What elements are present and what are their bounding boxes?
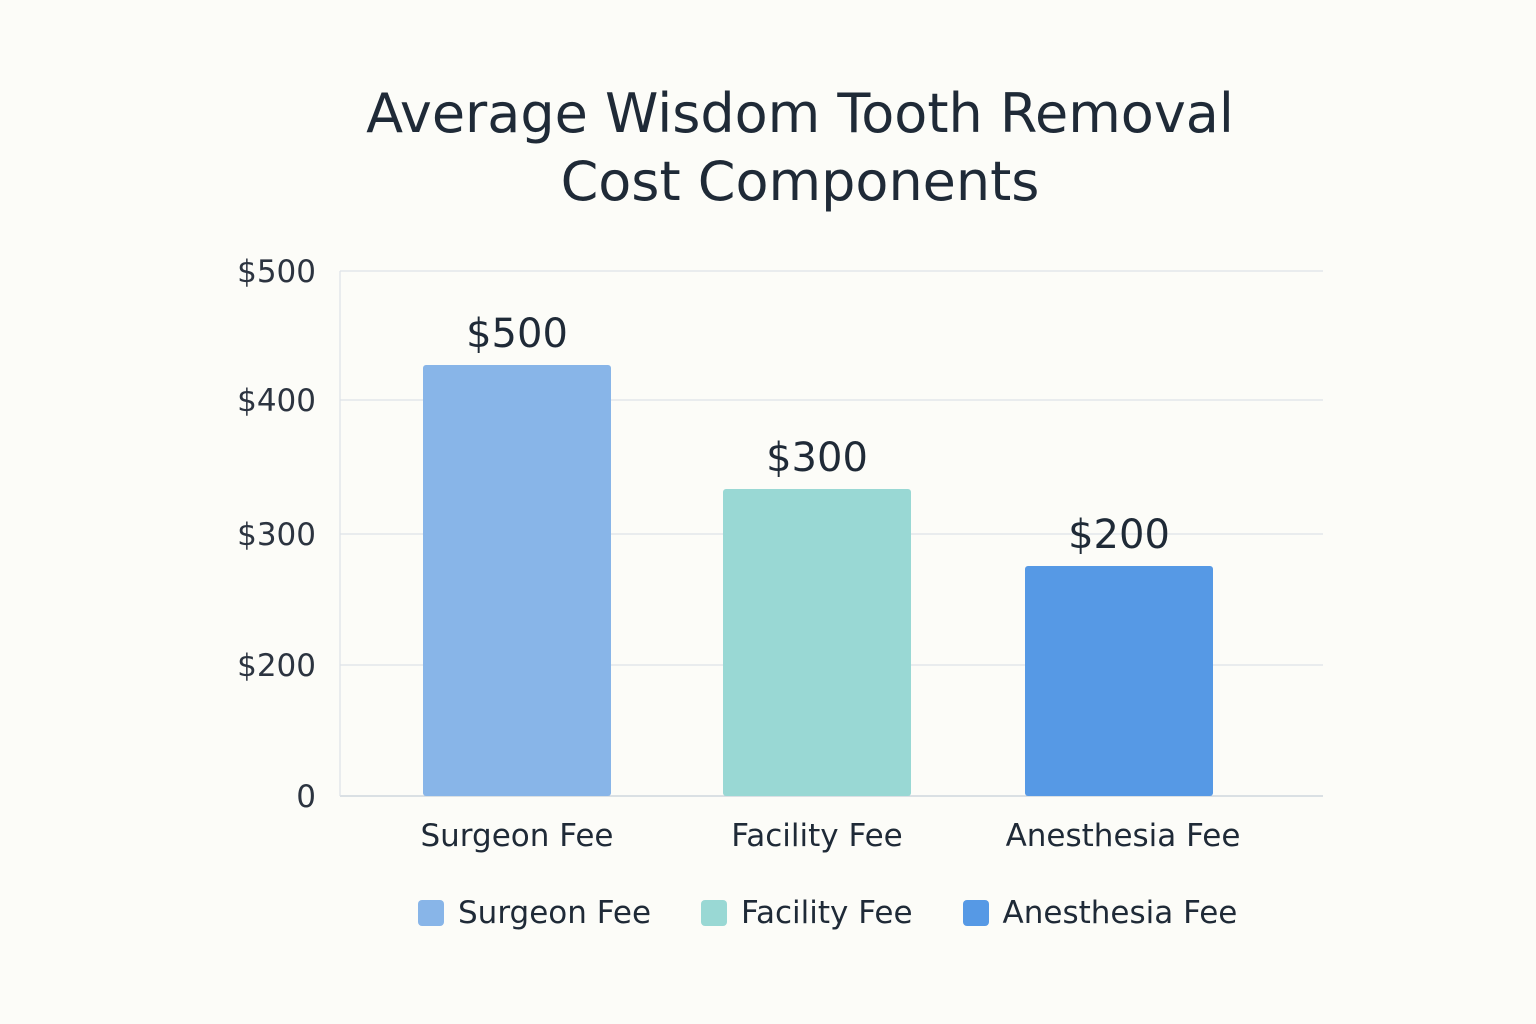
- legend-swatch-anesthesia-fee: [962, 900, 989, 926]
- y-tick-label-400: $400: [237, 383, 316, 419]
- x-tick-label-surgeon-fee: Surgeon Fee: [420, 818, 613, 854]
- chart-title: Average Wisdom Tooth Removal Cost Compon…: [0, 80, 1536, 216]
- legend-swatch-facility-fee: [701, 900, 728, 926]
- chart-title-line-1: Average Wisdom Tooth Removal: [366, 82, 1234, 145]
- bar-surgeon-fee: [423, 365, 611, 796]
- x-tick-label-anesthesia-fee: Anesthesia Fee: [1006, 818, 1241, 854]
- data-label-facility-fee: $300: [766, 435, 868, 481]
- legend-label-anesthesia-fee: Anesthesia Fee: [1002, 895, 1238, 931]
- bar-facility-fee: [723, 489, 911, 796]
- bar-anesthesia-fee: [1025, 566, 1213, 796]
- data-label-anesthesia-fee: $200: [1068, 512, 1170, 558]
- legend-swatch-surgeon-fee: [418, 900, 444, 926]
- legend-item-surgeon-fee: Surgeon Fee: [418, 895, 651, 931]
- data-label-surgeon-fee: $500: [466, 311, 568, 357]
- chart-title-line-2: Cost Components: [560, 150, 1040, 213]
- x-tick-label-facility-fee: Facility Fee: [731, 818, 903, 854]
- y-tick-label-500: $500: [237, 254, 316, 290]
- y-tick-label-0: 0: [296, 779, 316, 815]
- legend-label-facility-fee: Facility Fee: [741, 895, 913, 931]
- legend-item-facility-fee: Facility Fee: [701, 895, 913, 931]
- y-tick-label-300: $300: [237, 517, 316, 553]
- legend-item-anesthesia-fee: Anesthesia Fee: [962, 895, 1238, 931]
- y-tick-label-200: $200: [237, 648, 316, 684]
- chart-legend: Surgeon Fee Facility Fee Anesthesia Fee: [418, 895, 1237, 931]
- legend-label-surgeon-fee: Surgeon Fee: [458, 895, 652, 931]
